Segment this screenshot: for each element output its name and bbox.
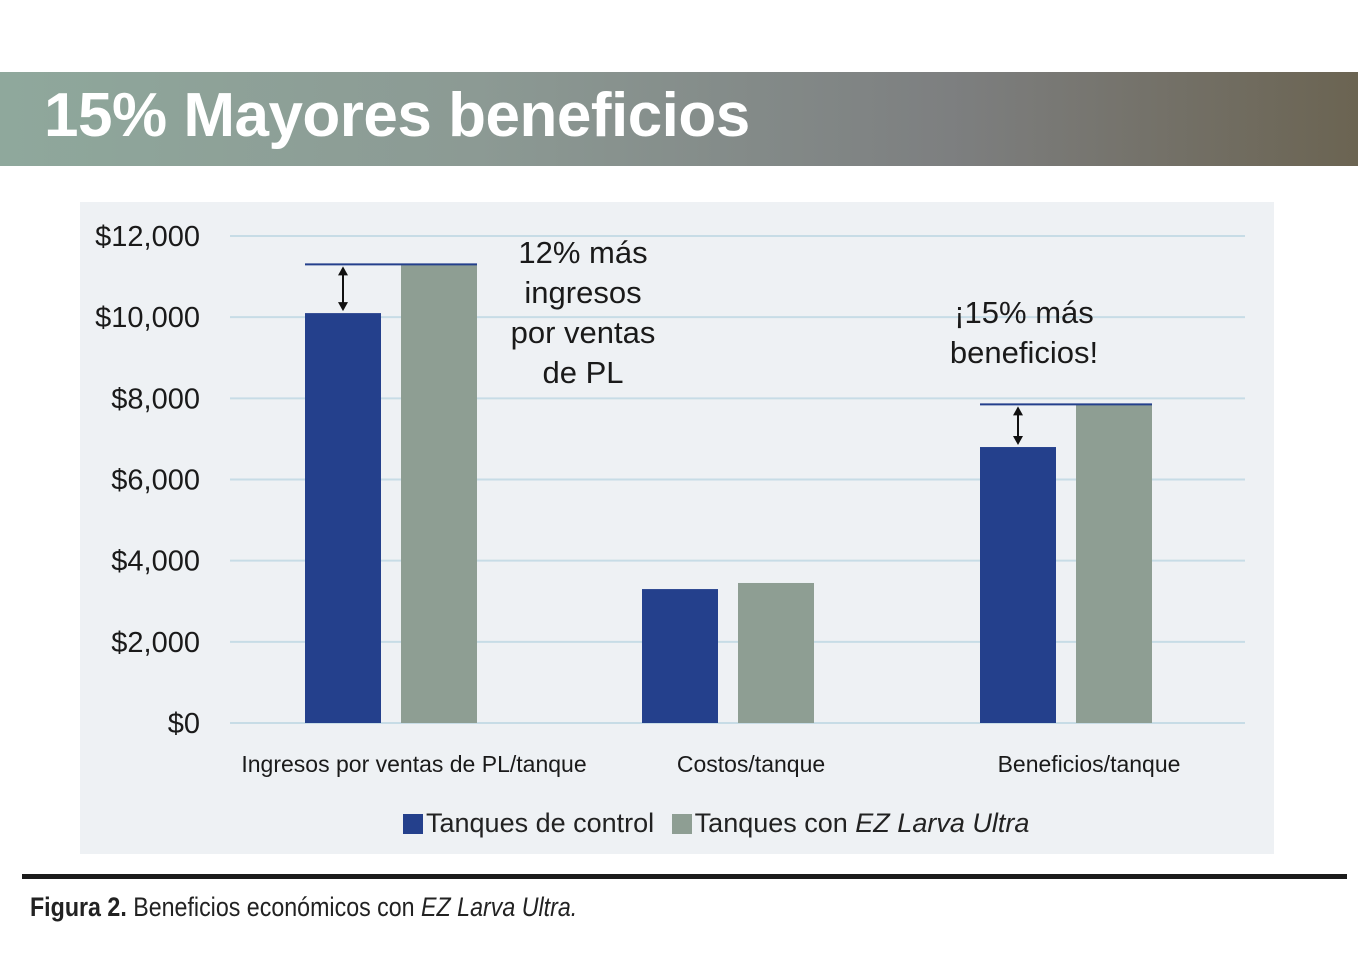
difference-arrowhead xyxy=(1013,406,1023,416)
chart-legend: Tanques de control Tanques con EZ Larva … xyxy=(403,808,1039,839)
y-tick-label: $10,000 xyxy=(95,302,200,334)
bar-ez-larva xyxy=(401,264,477,723)
figure-caption: Figura 2. Beneficios económicos con EZ L… xyxy=(30,892,577,923)
legend-item-ez: Tanques con EZ Larva Ultra xyxy=(671,808,1030,839)
legend-label-control: Tanques de control xyxy=(426,808,655,838)
legend-label-ez-prefix: Tanques con xyxy=(694,808,856,838)
difference-arrowhead xyxy=(1013,436,1023,446)
legend-swatch-ez xyxy=(671,814,692,834)
y-tick-label: $12,000 xyxy=(95,221,200,253)
bar-control xyxy=(980,447,1056,723)
y-tick-label: $4,000 xyxy=(111,546,200,578)
bar-control xyxy=(305,313,381,723)
difference-arrowhead xyxy=(338,302,348,312)
y-tick-label: $6,000 xyxy=(111,465,200,497)
caption-product: EZ Larva Ultra. xyxy=(421,892,578,922)
y-tick-label: $8,000 xyxy=(111,383,200,415)
legend-swatch-control xyxy=(403,814,423,834)
y-tick-label: $2,000 xyxy=(111,627,200,659)
y-tick-label: $0 xyxy=(168,708,200,740)
legend-item-control: Tanques de control xyxy=(403,808,654,839)
annotation-text: de PL xyxy=(542,355,623,390)
caption-label: Figura 2. xyxy=(30,892,127,922)
x-category-label: Ingresos por ventas de PL/tanque xyxy=(241,751,586,777)
x-category-label: Beneficios/tanque xyxy=(998,751,1181,777)
difference-arrowhead xyxy=(338,266,348,276)
annotation-text: por ventas xyxy=(511,315,656,350)
annotation-text: ingresos xyxy=(524,275,641,310)
x-category-label: Costos/tanque xyxy=(677,751,825,777)
annotation-text: 12% más xyxy=(518,235,647,270)
plot-area xyxy=(80,202,1274,854)
legend-label-ez-product: EZ Larva Ultra xyxy=(855,808,1030,838)
chart-title: 15% Mayores beneficios xyxy=(44,81,750,150)
bar-ez-larva xyxy=(738,582,814,723)
bar-ez-larva xyxy=(1076,404,1152,723)
title-banner: 15% Mayores beneficios xyxy=(0,72,1358,166)
caption-divider xyxy=(22,874,1347,879)
annotation-text: ¡15% más xyxy=(954,295,1094,330)
annotation-text: beneficios! xyxy=(950,335,1098,370)
caption-text: Beneficios económicos con xyxy=(126,892,422,922)
bar-control xyxy=(642,589,718,723)
